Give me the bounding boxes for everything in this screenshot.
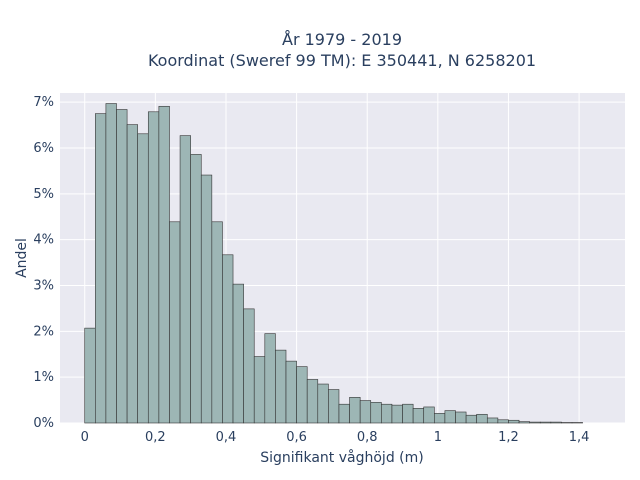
histogram-bar [529,421,541,424]
y-tick-label: 0% [33,416,54,431]
y-tick-label: 1% [33,370,54,385]
histogram-bar [486,417,499,424]
y-tick-label: 7% [33,95,54,110]
y-axis-title: Andel [14,238,30,278]
histogram-bar [95,113,107,424]
histogram-bar [508,419,520,424]
histogram-bar [497,419,509,424]
histogram-bar [434,413,446,424]
histogram-bar [126,124,138,424]
histogram-bar [190,154,202,424]
x-axis-title: Signifikant våghöjd (m) [260,449,423,466]
x-tick-label: 0 [81,430,89,445]
chart-title-line-2: Koordinat (Sweref 99 TM): E 350441, N 62… [148,51,536,70]
histogram-bar [328,389,340,424]
histogram-bar [84,327,96,424]
histogram-bar [359,400,372,424]
chart-title-line-1: År 1979 - 2019 [282,30,402,49]
histogram-bar [275,349,287,424]
histogram-bar [539,421,552,424]
histogram-bar [232,283,244,424]
bars [84,103,583,424]
x-tick-label: 1 [434,430,442,445]
x-tick-label: 0,4 [216,430,237,445]
histogram-bar [169,221,181,424]
histogram-bar [285,360,297,424]
y-tick-label: 5% [33,187,54,202]
y-tick-labels: 0% 1% 2% 3% 4% 5% 6% 7% [33,95,54,431]
histogram-bar [423,406,435,424]
histogram-bar [349,397,361,424]
x-tick-label: 0,2 [145,430,166,445]
histogram-bar [444,410,456,424]
histogram-bar [158,105,170,424]
histogram-bar [412,408,425,424]
histogram-bar [264,333,276,424]
x-tick-label: 1,4 [569,430,590,445]
histogram-bar [147,111,160,424]
histogram-bar [296,366,308,424]
x-tick-labels: 0 0,2 0,4 0,6 0,8 1 1,2 1,4 [81,430,590,445]
histogram-bar [402,403,414,424]
histogram-bar [476,413,488,424]
histogram-bar [200,174,213,424]
histogram-bar [338,403,350,424]
y-tick-label: 3% [33,279,54,294]
y-tick-label: 2% [33,324,54,339]
histogram-bar [222,254,234,424]
histogram-bar [211,221,223,424]
histogram-bar [179,135,191,424]
histogram-bar [137,133,149,424]
x-tick-label: 1,2 [498,430,519,445]
x-tick-label: 0,6 [286,430,307,445]
histogram-bar [518,421,530,424]
y-tick-label: 4% [33,233,54,248]
histogram-bar [317,383,329,424]
histogram-bar [116,109,128,424]
histogram-bar [465,414,477,424]
y-tick-label: 6% [33,141,54,156]
histogram-bar [306,379,319,424]
x-tick-label: 0,8 [357,430,378,445]
histogram-bar [550,421,562,424]
histogram-bar [253,356,266,424]
histogram-bar [243,308,255,424]
histogram-bar [391,404,403,424]
histogram-bar [370,402,382,424]
histogram-bar [381,403,393,424]
histogram-bar [455,411,467,424]
histogram-bar [105,103,117,424]
